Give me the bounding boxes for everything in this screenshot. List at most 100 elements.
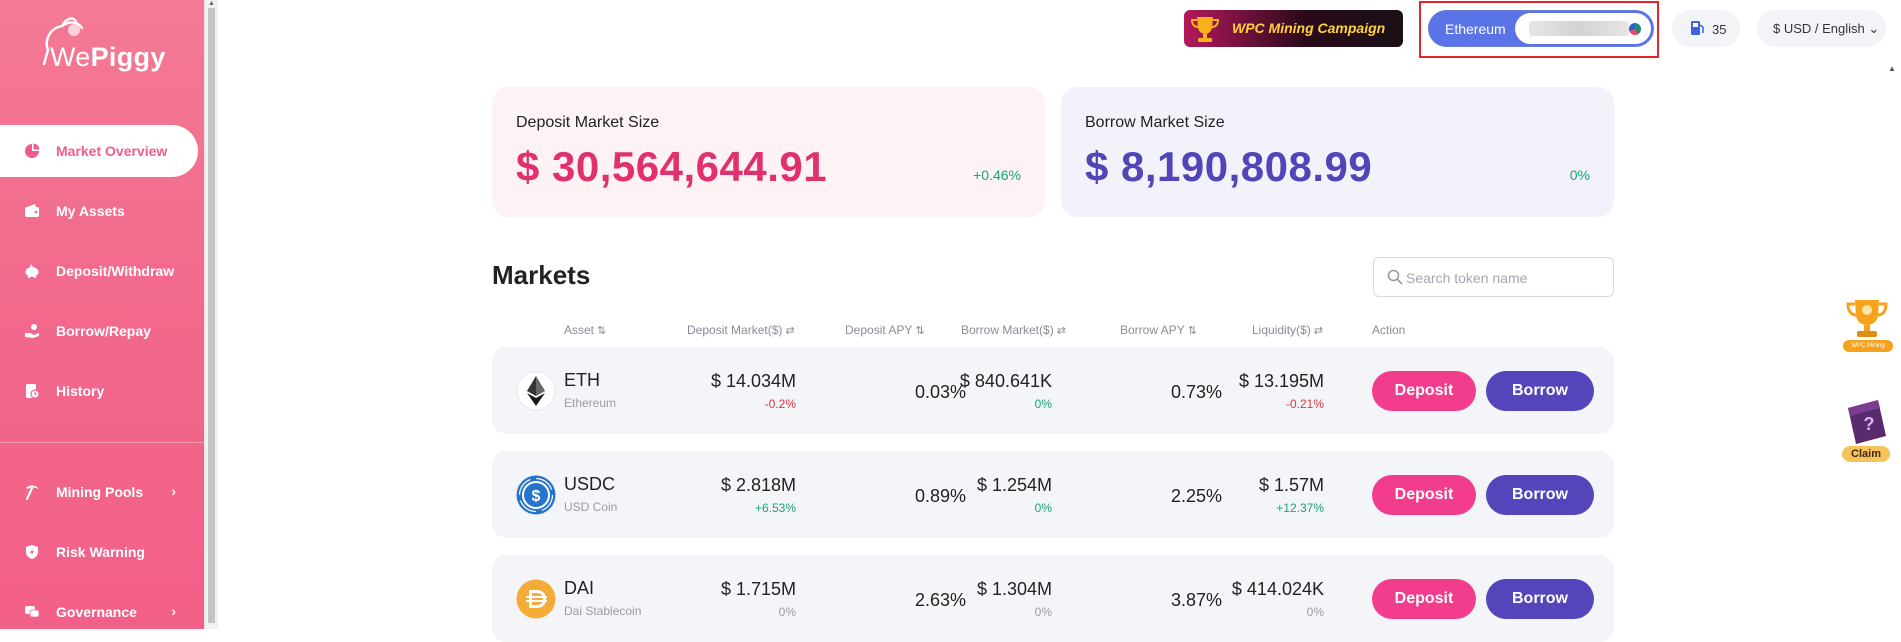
column-header-liquidity[interactable]: Liquidity($) ⇄ (1252, 323, 1323, 337)
chevron-right-icon: › (171, 603, 176, 619)
trophy-icon (1846, 300, 1888, 337)
column-header-asset[interactable]: Asset ⇅ (564, 323, 607, 337)
wallet-avatar-icon (1629, 23, 1641, 35)
borrow-market-change: 0% (1034, 501, 1052, 515)
borrow-apy: 2.25% (1170, 486, 1222, 506)
borrow-market-value: $ 1.304M (976, 579, 1052, 599)
sidebar-item-governance[interactable]: Governance › (0, 586, 198, 638)
sidebar-item-label: Borrow/Repay (56, 323, 151, 339)
column-header-deposit-market[interactable]: Deposit Market($) ⇄ (687, 323, 795, 337)
floating-campaign-widget[interactable]: WPC Mining Campaign (1841, 296, 1893, 361)
mystery-box-icon: ? (1848, 400, 1886, 444)
column-header-borrow-apy[interactable]: Borrow APY ⇅ (1120, 323, 1197, 337)
scrollbar-thumb[interactable] (208, 8, 215, 623)
market-row-eth[interactable]: ETH Ethereum $ 14.034M -0.2% 0.03% $ 840… (492, 347, 1614, 434)
borrow-apy: 3.87% (1170, 590, 1222, 610)
page-scrollbar[interactable]: ▲ (1888, 0, 1901, 629)
network-wallet-selector[interactable]: Ethereum (1428, 10, 1654, 47)
sort-icon: ⇅ (1187, 325, 1197, 337)
currency-language-selector[interactable]: $ USD / English ⌄ (1757, 10, 1886, 47)
swap-icon: ⇄ (1056, 325, 1066, 337)
swap-icon: ⇄ (1313, 325, 1323, 337)
brand-name[interactable]: WePiggy (50, 42, 166, 72)
deposit-market-size-card: Deposit Market Size $ 30,564,644.91 +0.4… (492, 87, 1045, 217)
liquidity-value: $ 13.195M (1238, 371, 1324, 391)
sidebar-item-mining-pools[interactable]: Mining Pools › (0, 466, 198, 518)
hand-coin-icon (25, 324, 39, 338)
search-input[interactable] (1406, 267, 1606, 289)
search-icon (1387, 269, 1403, 285)
sidebar-item-label: My Assets (56, 203, 125, 219)
currency-language-label: $ USD / English (1773, 21, 1865, 36)
piggy-bank-icon (25, 264, 39, 278)
sidebar-item-market-overview[interactable]: Market Overview (0, 125, 198, 177)
borrow-button[interactable]: Borrow (1486, 475, 1594, 515)
sidebar-item-risk-warning[interactable]: Risk Warning (0, 526, 198, 578)
markets-title: Markets (492, 260, 591, 290)
asset-name: Dai Stablecoin (564, 604, 642, 618)
deposit-market-value: $ 2.818M (720, 475, 796, 495)
pie-chart-icon (25, 143, 40, 158)
chevron-right-icon: › (171, 483, 176, 499)
floating-campaign-label: WPC Mining Campaign (1843, 340, 1893, 361)
sidebar-item-history[interactable]: History (0, 365, 198, 417)
floating-claim-widget[interactable]: ? Claim (1838, 396, 1894, 464)
svg-text:$: $ (532, 488, 541, 505)
asset-name: Ethereum (564, 396, 617, 410)
piggy-logo-icon (42, 17, 84, 66)
sidebar-item-my-assets[interactable]: My Assets (0, 185, 198, 237)
swap-icon: ⇄ (785, 325, 795, 337)
asset-name: USD Coin (564, 500, 618, 514)
usdc-icon: $ (516, 475, 556, 515)
deposit-market-change: 0% (778, 605, 796, 619)
gas-value: 35 (1712, 22, 1727, 37)
deposit-button[interactable]: Deposit (1372, 475, 1476, 515)
liquidity-change: 0% (1306, 605, 1324, 619)
campaign-label: WPC Mining Campaign (1232, 20, 1386, 36)
gas-price-indicator[interactable]: 35 (1672, 10, 1740, 47)
borrow-button[interactable]: Borrow (1486, 579, 1594, 619)
scroll-up-arrow-icon[interactable]: ▲ (208, 0, 215, 7)
wallet-address-button[interactable] (1515, 13, 1651, 44)
sidebar-item-deposit-withdraw[interactable]: Deposit/Withdraw (0, 245, 198, 297)
borrow-button[interactable]: Borrow (1486, 371, 1594, 411)
deposit-apy: 0.89% (914, 486, 966, 506)
sidebar-scrollbar[interactable]: ▲ (204, 0, 218, 629)
deposit-market-change: +6.53% (754, 501, 796, 515)
deposit-market-change: -0.2% (764, 397, 796, 411)
deposit-apy: 2.63% (914, 590, 966, 610)
sidebar-item-label: Risk Warning (56, 544, 145, 560)
wpc-mining-campaign-banner[interactable]: WPC Mining Campaign (1184, 10, 1403, 47)
token-search-box[interactable] (1373, 257, 1614, 297)
history-icon (26, 384, 40, 399)
scroll-up-arrow-icon[interactable]: ▲ (1888, 64, 1896, 73)
eth-icon (516, 371, 556, 411)
network-highlight-box (1419, 1, 1659, 58)
column-header-deposit-apy[interactable]: Deposit APY ⇅ (845, 323, 925, 337)
market-row-usdc[interactable]: $ USDC USD Coin $ 2.818M +6.53% 0.89% $ … (492, 451, 1614, 538)
asset-symbol: USDC (564, 474, 616, 494)
borrow-market-value: $ 1.254M (976, 475, 1052, 495)
liquidity-change: -0.21% (1285, 397, 1324, 411)
sidebar-item-borrow-repay[interactable]: Borrow/Repay (0, 305, 198, 357)
sidebar-item-label: Governance (56, 604, 137, 620)
deposit-button[interactable]: Deposit (1372, 371, 1476, 411)
card-title: Deposit Market Size (516, 114, 660, 131)
market-row-dai[interactable]: DAI Dai Stablecoin $ 1.715M 0% 2.63% $ 1… (492, 555, 1614, 642)
borrow-market-change: 0% (1034, 605, 1052, 619)
borrow-market-change: 0% (1034, 397, 1052, 411)
svg-text:?: ? (1864, 414, 1875, 434)
sort-icon: ⇅ (915, 325, 925, 337)
borrow-apy: 0.73% (1170, 382, 1222, 402)
borrow-market-change: 0% (1569, 167, 1590, 183)
borrow-market-size-card: Borrow Market Size $ 8,190,808.99 0% (1061, 87, 1614, 217)
deposit-market-change: +0.46% (973, 167, 1021, 183)
sidebar-item-label: Deposit/Withdraw (56, 263, 175, 279)
dai-icon (516, 579, 556, 619)
shield-icon (26, 545, 38, 559)
column-header-action: Action (1372, 323, 1406, 337)
borrow-market-value: $ 840.641K (959, 371, 1052, 391)
deposit-button[interactable]: Deposit (1372, 579, 1476, 619)
column-header-borrow-market[interactable]: Borrow Market($) ⇄ (961, 323, 1066, 337)
trophy-icon (1190, 17, 1220, 42)
